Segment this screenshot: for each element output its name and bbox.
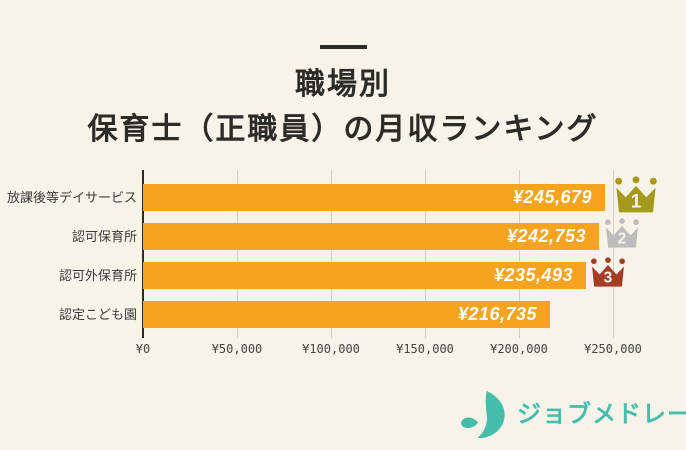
category-label: 認可外保育所	[58, 268, 137, 283]
bar-rank-3: ¥235,493	[143, 262, 586, 289]
bar-chart-plot-area: ¥0 ¥50,000 ¥100,000 ¥150,000 ¥200,000 ¥250,00…	[7, 170, 657, 356]
category-label: 認可保育所	[71, 229, 137, 244]
rank-number: 2	[618, 231, 627, 248]
x-tick-label: ¥100,000	[302, 342, 360, 356]
x-tick-label: ¥200,000	[490, 342, 548, 356]
x-tick-label: ¥0	[135, 342, 151, 356]
title-dash-decoration	[320, 45, 367, 49]
bar-value-label: ¥245,679	[512, 187, 592, 207]
gridline	[613, 170, 614, 338]
jobmedley-logo-text: ジョブメドレー	[517, 401, 686, 428]
rank-2-crown-icon: 2	[605, 218, 639, 248]
x-tick-label: ¥150,000	[396, 342, 454, 356]
jobmedley-j-icon	[461, 390, 505, 439]
category-label: 放課後等デイサービス	[6, 190, 137, 205]
chart-title-line2: 保育士（正職員）の月収ランキング	[87, 113, 599, 146]
rank-number: 1	[631, 191, 642, 212]
rank-1-crown-icon: 1	[615, 175, 657, 212]
chart-title: 職場別 保育士（正職員）の月収ランキング	[0, 62, 686, 152]
bar-value-label: ¥216,735	[457, 304, 537, 324]
y-axis-line	[142, 170, 144, 338]
category-label: 認定こども園	[58, 307, 137, 322]
jobmedley-logo: ジョブメドレー	[455, 390, 686, 440]
gridline	[331, 170, 332, 338]
gridline	[237, 170, 238, 338]
bar-value-label: ¥242,753	[506, 226, 586, 246]
bar-rank-1: ¥245,679	[143, 184, 605, 211]
bar-rank-4: ¥216,735	[143, 301, 550, 328]
x-tick-label: ¥50,000	[211, 342, 263, 356]
rank-3-crown-icon: 3	[591, 257, 625, 287]
gridline	[425, 170, 426, 338]
gridline	[519, 170, 520, 338]
bar-rank-2: ¥242,753	[143, 223, 599, 250]
x-tick-label: ¥250,000	[584, 342, 642, 356]
rank-number: 3	[604, 270, 613, 287]
chart-title-line1: 職場別	[295, 68, 391, 101]
bar-value-label: ¥235,493	[493, 265, 573, 285]
